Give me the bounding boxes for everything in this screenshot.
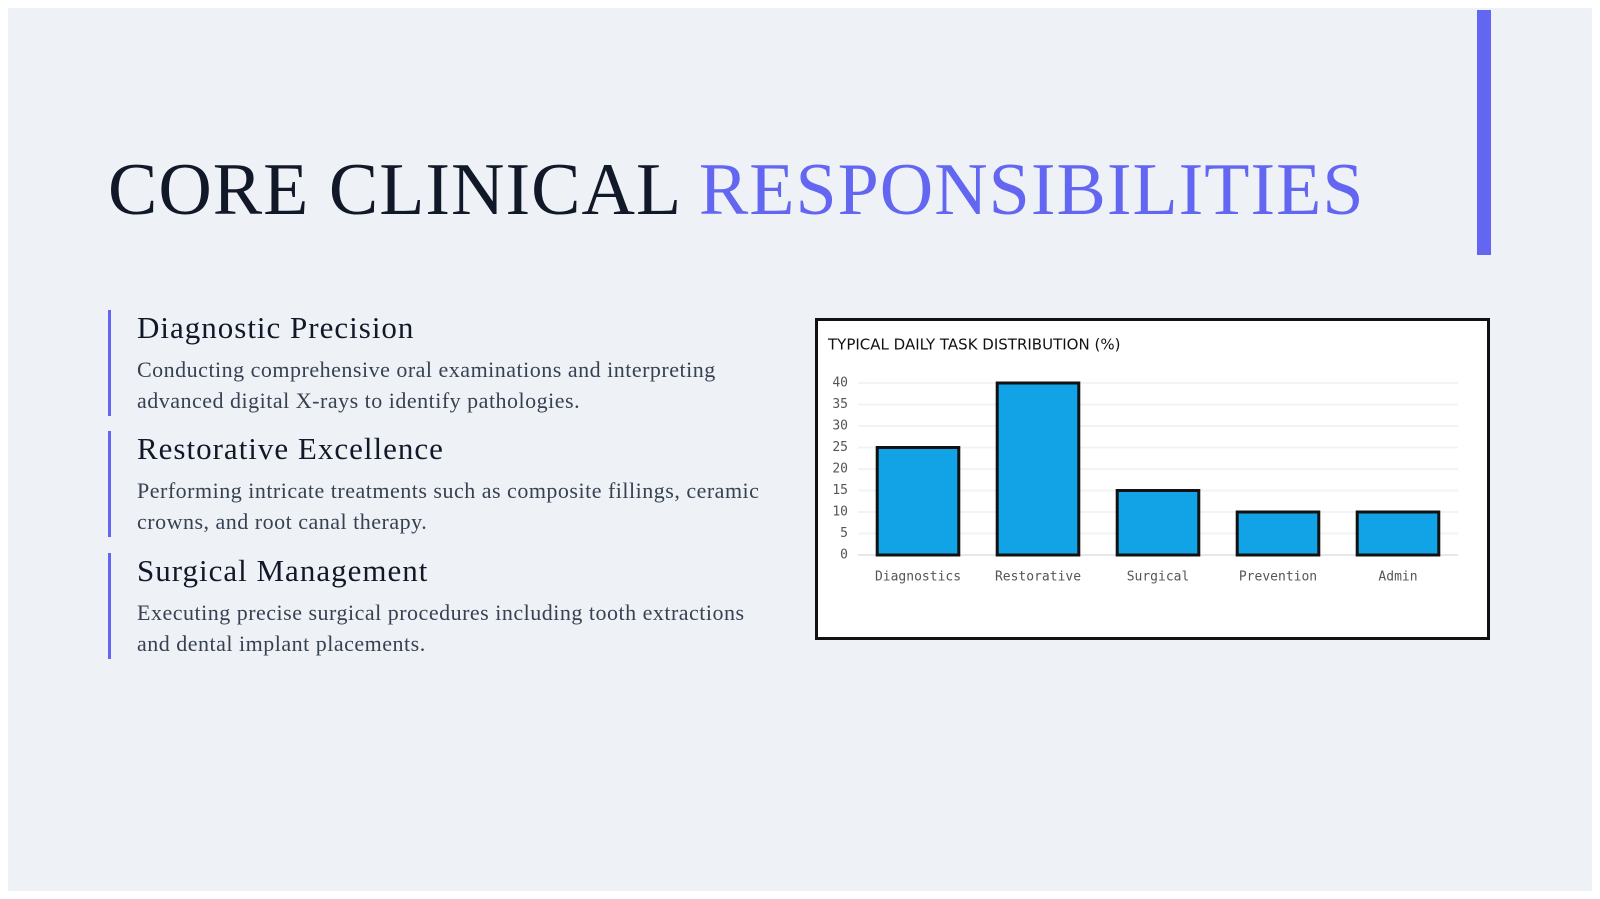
bar (1355, 510, 1441, 557)
item-heading: Surgical Management (137, 553, 429, 588)
y-tick-label: 10 (832, 505, 848, 520)
chart-box: TYPICAL DAILY TASK DISTRIBUTION (%) 0 5 10… (815, 318, 1490, 640)
item-heading: Diagnostic Precision (137, 310, 415, 345)
y-tick-label: 25 (832, 440, 848, 455)
slide: CORE CLINICAL RESPONSIBILITIES Diagnosti… (8, 8, 1592, 891)
y-tick-label: 15 (832, 483, 848, 498)
accent-bar (1477, 10, 1491, 255)
item: Restorative Excellence Performing intric… (108, 431, 777, 537)
bar (1115, 489, 1201, 557)
bar (1235, 510, 1321, 557)
title-main: CORE CLINICAL (108, 149, 680, 231)
item-text: Performing intricate treatments such as … (137, 478, 760, 534)
x-tick-label: Surgical (1127, 570, 1190, 585)
x-tick-label: Prevention (1239, 570, 1317, 585)
item: Surgical Management Executing precise su… (108, 553, 777, 659)
item-text: Executing precise surgical procedures in… (137, 600, 745, 656)
x-tick-label: Diagnostics (875, 570, 961, 585)
x-tick-label: Restorative (995, 570, 1081, 585)
y-tick-label: 30 (832, 419, 848, 434)
chart: TYPICAL DAILY TASK DISTRIBUTION (%) 0 5 10… (827, 336, 1458, 585)
title-accent: RESPONSIBILITIES (698, 149, 1365, 231)
slide-title: CORE CLINICAL RESPONSIBILITIES (108, 148, 1365, 233)
chart-title: TYPICAL DAILY TASK DISTRIBUTION (%) (827, 336, 1120, 354)
y-tick-label: 0 (840, 548, 848, 563)
y-tick-label: 40 (832, 376, 848, 391)
item-text: Conducting comprehensive oral examinatio… (137, 357, 716, 413)
bar (875, 446, 961, 557)
item: Diagnostic Precision Conducting comprehe… (108, 310, 777, 416)
y-tick-label: 20 (832, 462, 848, 477)
item-heading: Restorative Excellence (137, 431, 444, 466)
y-tick-label: 5 (840, 526, 848, 541)
x-tick-label: Admin (1378, 570, 1417, 585)
bar (995, 381, 1081, 557)
y-tick-label: 35 (832, 397, 848, 412)
